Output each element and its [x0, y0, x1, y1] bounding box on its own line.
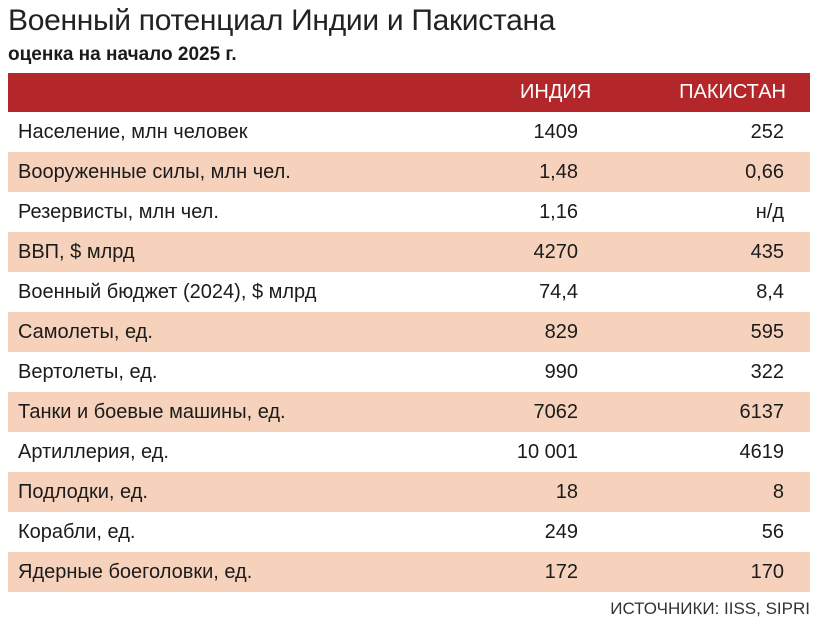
row-label: Вертолеты, ед.: [18, 361, 158, 383]
pakistan-value: 8,4: [756, 281, 784, 303]
pakistan-value: 252: [750, 121, 784, 143]
row-label: Вооруженные силы, млн чел.: [18, 161, 291, 183]
row-label: Танки и боевые машины, ед.: [18, 401, 286, 423]
india-value: 1,16: [539, 201, 578, 223]
table-row: Резервисты, млн чел. 1,16 н/д: [8, 192, 810, 232]
india-value: 249: [544, 521, 578, 543]
pakistan-value: 4619: [739, 441, 785, 463]
table-row: Самолеты, ед. 829 595: [8, 312, 810, 352]
table-row: Подлодки, ед. 18 8: [8, 472, 810, 512]
row-label: ВВП, $ млрд: [18, 241, 135, 263]
india-value: 74,4: [539, 281, 578, 303]
india-value: 4270: [533, 241, 579, 263]
column-header-pakistan: ПАКИСТАН: [679, 81, 786, 103]
column-header-india: ИНДИЯ: [520, 81, 592, 103]
pakistan-value: 0,66: [745, 161, 784, 183]
table-row: Артиллерия, ед. 10 001 4619: [8, 432, 810, 472]
pakistan-value: 56: [761, 521, 784, 543]
india-value: 18: [555, 481, 578, 503]
table-row: Военный бюджет (2024), $ млрд 74,4 8,4: [8, 272, 810, 312]
table-row: Корабли, ед. 249 56: [8, 512, 810, 552]
table-row: Ядерные боеголовки, ед. 172 170: [8, 552, 810, 592]
row-label: Население, млн человек: [18, 121, 248, 143]
india-value: 829: [544, 321, 578, 343]
row-label: Резервисты, млн чел.: [18, 201, 219, 223]
india-value: 1,48: [539, 161, 578, 183]
india-value: 7062: [533, 401, 579, 423]
source-note: ИСТОЧНИКИ: IISS, SIPRI: [610, 599, 810, 618]
india-value: 990: [544, 361, 578, 383]
india-value: 1409: [533, 121, 579, 143]
pakistan-value: 6137: [739, 401, 785, 423]
row-label: Самолеты, ед.: [18, 321, 153, 343]
row-label: Ядерные боеголовки, ед.: [18, 561, 253, 583]
table-header: ИНДИЯ ПАКИСТАН: [8, 73, 810, 112]
table-row: Вертолеты, ед. 990 322: [8, 352, 810, 392]
table-row: Танки и боевые машины, ед. 7062 6137: [8, 392, 810, 432]
row-label: Военный бюджет (2024), $ млрд: [18, 281, 317, 303]
pakistan-value: н/д: [755, 201, 784, 223]
pakistan-value: 322: [750, 361, 784, 383]
chart-subtitle: оценка на начало 2025 г.: [8, 44, 237, 65]
table-row: Вооруженные силы, млн чел. 1,48 0,66: [8, 152, 810, 192]
table-row: Население, млн человек 1409 252: [8, 112, 810, 152]
pakistan-value: 435: [750, 241, 784, 263]
pakistan-value: 8: [772, 481, 784, 503]
chart-title: Военный потенциал Индии и Пакистана: [8, 4, 556, 37]
table-row: ВВП, $ млрд 4270 435: [8, 232, 810, 272]
pakistan-value: 170: [750, 561, 784, 583]
row-label: Подлодки, ед.: [18, 481, 148, 503]
row-label: Корабли, ед.: [18, 521, 136, 543]
table-body: Население, млн человек 1409 252 Вооруженные…: [8, 112, 810, 592]
comparison-table: ИНДИЯ ПАКИСТАН Население, млн человек 140…: [8, 73, 810, 592]
row-label: Артиллерия, ед.: [18, 441, 169, 463]
pakistan-value: 595: [750, 321, 784, 343]
india-value: 10 001: [516, 441, 578, 463]
india-value: 172: [544, 561, 578, 583]
